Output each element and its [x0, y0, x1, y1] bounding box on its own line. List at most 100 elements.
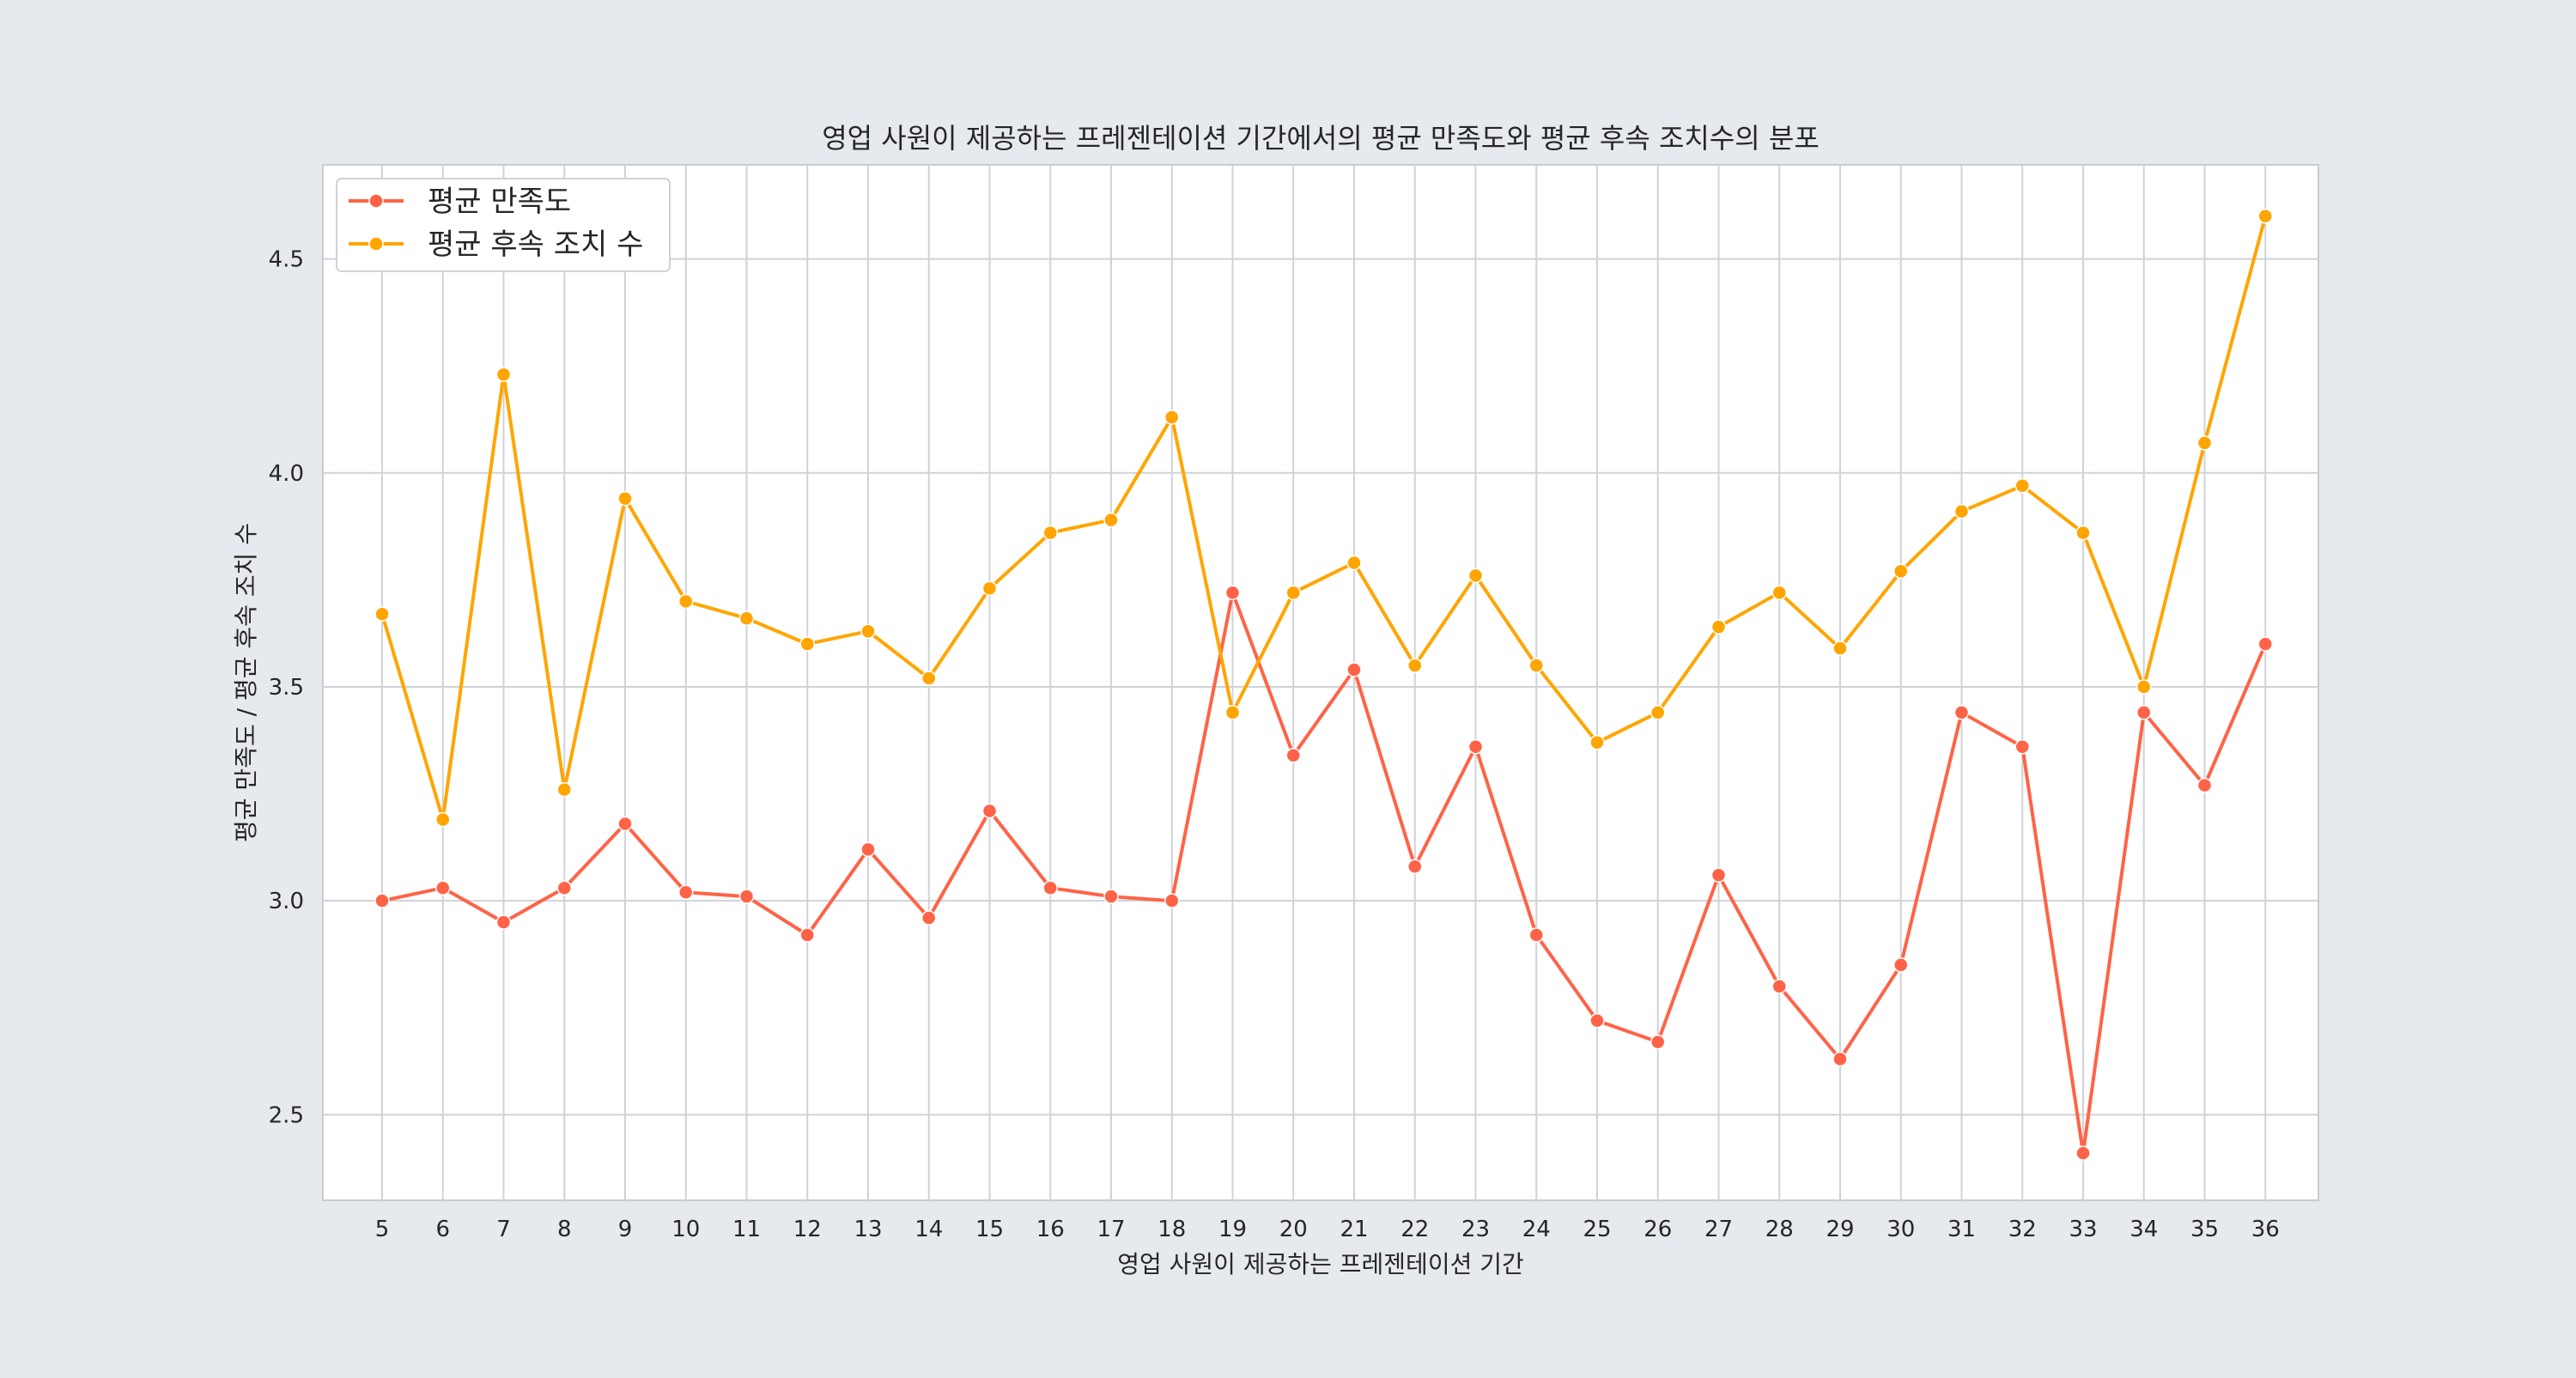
data-point-series-1 [2136, 679, 2152, 695]
data-point-series-1 [921, 671, 937, 686]
data-point-series-1 [374, 606, 390, 622]
data-point-series-0 [1346, 662, 1362, 677]
x-tick-label: 6 [435, 1217, 450, 1242]
data-point-series-0 [2257, 636, 2273, 652]
data-point-series-1 [1710, 619, 1727, 634]
data-point-series-1 [1467, 568, 1484, 584]
data-point-series-0 [1771, 979, 1787, 994]
x-tick-label: 14 [914, 1217, 943, 1242]
x-tick-label: 7 [496, 1217, 511, 1242]
data-point-series-1 [1832, 640, 1848, 656]
data-point-series-0 [1650, 1034, 1666, 1050]
y-tick-label: 4.0 [269, 461, 304, 487]
x-tick-label: 27 [1704, 1217, 1733, 1242]
data-point-series-1 [1224, 705, 1241, 720]
x-tick-label: 12 [793, 1217, 822, 1242]
data-point-series-0 [860, 841, 876, 858]
x-tick-label: 15 [975, 1217, 1004, 1242]
data-point-series-1 [1407, 658, 1423, 673]
x-tick-label: 10 [671, 1217, 700, 1242]
data-point-series-0 [921, 910, 937, 926]
x-axis-label: 영업 사원이 제공하는 프레젠테이션 기간 [1117, 1250, 1524, 1278]
data-point-series-0 [1224, 585, 1241, 601]
y-tick-label: 2.5 [269, 1102, 304, 1128]
data-point-series-1 [1953, 503, 1970, 519]
legend-marker-satisfaction [368, 193, 384, 209]
series-line-0 [381, 591, 2268, 1156]
x-tick-label: 30 [1886, 1217, 1915, 1242]
x-tick-label: 11 [732, 1217, 761, 1242]
data-point-series-1 [2014, 478, 2030, 494]
y-tick-label: 3.0 [269, 889, 304, 914]
data-point-series-1 [1042, 525, 1058, 541]
data-point-series-1 [435, 811, 451, 828]
grid-layer [323, 165, 2318, 1200]
x-tick-label: 22 [1400, 1217, 1429, 1242]
data-point-series-1 [1528, 658, 1544, 673]
data-point-series-0 [1042, 880, 1058, 895]
data-point-series-0 [738, 889, 755, 904]
x-tick-label: 34 [2129, 1217, 2158, 1242]
data-point-series-1 [2196, 435, 2213, 451]
legend-label-satisfaction: 평균 만족도 [428, 185, 571, 219]
x-tick-label: 33 [2069, 1217, 2097, 1242]
x-tick-label: 21 [1340, 1217, 1368, 1242]
y-tick-labels: 2.5 3.0 3.5 4.0 4.5 [269, 247, 304, 1129]
data-point-series-0 [1164, 893, 1180, 908]
data-point-series-1 [1164, 410, 1180, 425]
series-layer [374, 209, 2273, 1161]
data-point-series-0 [2196, 777, 2213, 793]
data-point-series-0 [981, 803, 998, 819]
legend-label-followups: 평균 후속 조치 수 [428, 228, 643, 262]
data-point-series-0 [617, 816, 633, 832]
data-point-series-0 [556, 880, 572, 895]
data-point-series-1 [1103, 512, 1119, 528]
data-point-series-1 [1771, 585, 1787, 601]
data-point-series-1 [1589, 735, 1605, 750]
data-point-series-0 [2014, 739, 2030, 755]
legend-box [336, 178, 671, 272]
data-point-series-0 [435, 880, 451, 895]
y-axis-label: 평균 만족도 / 평균 후속 조치 수 [232, 523, 260, 842]
data-point-series-0 [1407, 859, 1423, 875]
data-point-series-1 [738, 610, 755, 626]
x-tick-label: 9 [618, 1217, 633, 1242]
x-tick-label: 28 [1765, 1217, 1794, 1242]
data-point-series-1 [981, 580, 998, 597]
x-tick-label: 23 [1461, 1217, 1490, 1242]
x-tick-label: 17 [1097, 1217, 1125, 1242]
x-tick-label: 13 [854, 1217, 882, 1242]
data-point-series-0 [1467, 739, 1484, 755]
y-tick-label: 4.5 [269, 247, 304, 273]
data-point-series-0 [1953, 705, 1970, 720]
data-point-series-0 [799, 927, 815, 943]
x-tick-label: 20 [1279, 1217, 1308, 1242]
x-tick-label: 31 [1947, 1217, 1976, 1242]
data-point-series-0 [1710, 867, 1727, 883]
legend: 평균 만족도 평균 후속 조치 수 [336, 178, 671, 272]
data-point-series-0 [1893, 957, 1909, 973]
data-point-series-1 [799, 636, 815, 652]
data-point-series-0 [2136, 705, 2152, 720]
data-point-series-1 [495, 367, 512, 382]
x-tick-labels: 5 6 7 8 9 10 11 12 13 14 15 16 17 18 19 20 21 22 23 24 25 26 2… [375, 1217, 2280, 1242]
x-tick-label: 8 [557, 1217, 572, 1242]
data-point-series-0 [495, 914, 512, 930]
data-point-series-1 [1285, 585, 1301, 601]
series-line-1 [380, 216, 2268, 822]
x-tick-label: 36 [2251, 1217, 2280, 1242]
data-point-series-1 [2257, 209, 2273, 224]
x-tick-label: 18 [1157, 1217, 1186, 1242]
x-tick-label: 35 [2190, 1217, 2219, 1242]
data-point-series-1 [860, 623, 876, 639]
chart-title: 영업 사원이 제공하는 프레젠테이션 기간에서의 평균 만족도와 평균 후속 조… [822, 122, 1820, 155]
x-tick-label: 32 [2008, 1217, 2037, 1242]
data-point-series-1 [617, 490, 633, 507]
data-point-series-0 [1103, 889, 1119, 904]
data-point-series-1 [1893, 563, 1909, 580]
legend-marker-followups [368, 236, 384, 252]
x-tick-label: 25 [1583, 1217, 1611, 1242]
x-tick-label: 16 [1036, 1217, 1065, 1242]
